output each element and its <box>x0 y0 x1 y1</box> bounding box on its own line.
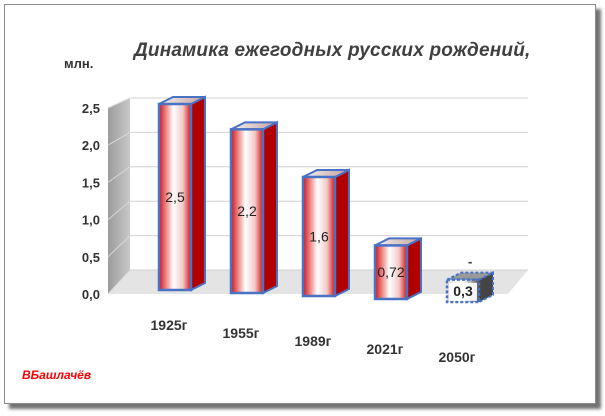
x-tick-label: 1955г <box>223 325 260 341</box>
data-label: 0,72 <box>377 264 404 280</box>
data-label: 0,3 <box>453 283 473 299</box>
bar-side <box>262 120 278 295</box>
chart-frame <box>4 4 596 404</box>
bar-top <box>446 271 494 281</box>
unit-label: млн. <box>64 56 94 71</box>
x-tick-label: 1989г <box>295 333 332 349</box>
y-tick-label: 0,5 <box>82 250 100 265</box>
x-tick-label: 1925г <box>151 317 188 333</box>
gridline-side <box>107 200 131 220</box>
data-label-bg <box>449 282 477 301</box>
bar <box>373 244 409 301</box>
y-tick-label: 0,0 <box>82 287 100 302</box>
bar <box>157 102 193 292</box>
x-tick-label: 2050г <box>439 349 476 365</box>
gridline-side <box>107 97 131 109</box>
chart-title: Динамика ежегодных русских рождений, <box>134 40 531 61</box>
data-label: 2,5 <box>165 189 185 205</box>
side-wall <box>108 98 130 294</box>
bar-side <box>334 168 350 298</box>
data-label: 2,2 <box>237 203 257 219</box>
y-tick-label: 2,0 <box>82 138 100 153</box>
bar-side <box>190 95 206 292</box>
data-label: 1,6 <box>309 228 329 244</box>
y-tick-label: 1,0 <box>82 213 100 228</box>
gridline-side <box>107 166 131 183</box>
extra-label: - <box>468 254 472 269</box>
y-tick-label: 1,5 <box>82 175 100 190</box>
bar <box>301 175 337 298</box>
bar-side <box>406 236 422 301</box>
y-tick-label: 2,5 <box>82 101 100 116</box>
bar <box>229 128 265 295</box>
gridline-side <box>107 269 131 295</box>
gridline-side <box>107 131 131 146</box>
author-signature: ВБашлачёв <box>22 368 92 382</box>
x-tick-label: 2021г <box>367 341 404 357</box>
gridline-side <box>107 235 131 258</box>
